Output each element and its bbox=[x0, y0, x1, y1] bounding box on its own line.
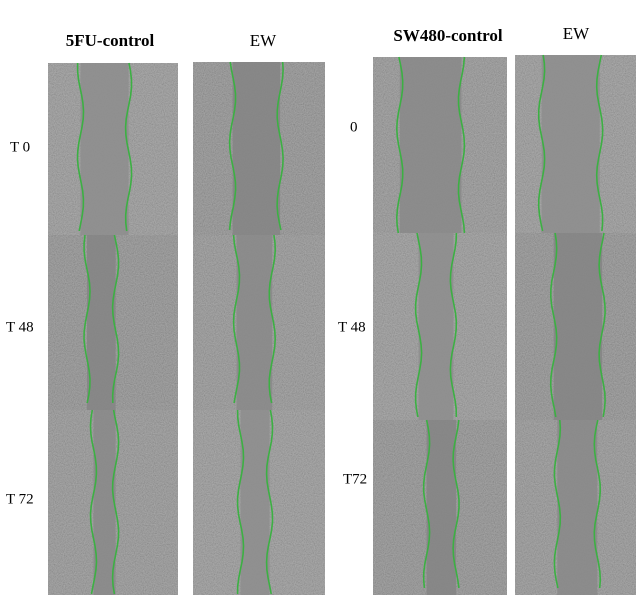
wound-edge bbox=[452, 419, 460, 589]
row-label: T 0 bbox=[10, 139, 30, 155]
wound-edge bbox=[593, 419, 602, 589]
wound-edge bbox=[228, 61, 237, 231]
wound-edge bbox=[537, 54, 546, 232]
wound-area bbox=[399, 57, 462, 233]
wound-area bbox=[232, 62, 281, 235]
wound-area bbox=[418, 233, 454, 420]
wound-edge bbox=[89, 409, 98, 595]
wound-area bbox=[541, 55, 600, 233]
wound-edge bbox=[124, 62, 133, 232]
wound-edge bbox=[83, 234, 91, 404]
wound-edge bbox=[232, 234, 241, 404]
wound-edge bbox=[395, 56, 404, 234]
wound-area bbox=[557, 420, 598, 595]
row-label: T72 bbox=[343, 471, 367, 487]
image-panels bbox=[48, 54, 636, 595]
column-header: 5FU-control bbox=[66, 31, 155, 50]
wound-edge bbox=[276, 61, 284, 231]
wound-edge bbox=[76, 63, 85, 232]
row-label: 0 bbox=[350, 119, 358, 135]
wound-area bbox=[236, 235, 273, 410]
wound-edge bbox=[449, 232, 458, 418]
column-header: SW480-control bbox=[393, 26, 503, 45]
wound-area bbox=[240, 410, 270, 595]
wound-edge bbox=[268, 234, 277, 404]
wound-area bbox=[426, 420, 457, 595]
column-header: EW bbox=[250, 31, 277, 50]
wound-area bbox=[80, 63, 129, 235]
wound-edge bbox=[111, 234, 120, 404]
wound-area bbox=[93, 410, 116, 595]
wound-edge bbox=[595, 54, 604, 232]
wound-edge bbox=[457, 56, 466, 234]
wound-area bbox=[87, 235, 116, 410]
row-label: T 48 bbox=[6, 319, 34, 335]
wound-edge bbox=[111, 409, 120, 595]
wound-edge bbox=[422, 419, 431, 589]
wound-edge bbox=[598, 232, 606, 418]
wound-edge bbox=[414, 232, 423, 418]
wound-edge bbox=[265, 409, 274, 595]
row-label: T 72 bbox=[6, 491, 34, 507]
wound-edge bbox=[549, 232, 558, 418]
column-header: EW bbox=[563, 24, 590, 43]
wound-edge bbox=[236, 409, 245, 595]
row-label: T 48 bbox=[338, 319, 366, 335]
wound-area bbox=[553, 233, 603, 420]
wound-edge bbox=[553, 419, 562, 589]
